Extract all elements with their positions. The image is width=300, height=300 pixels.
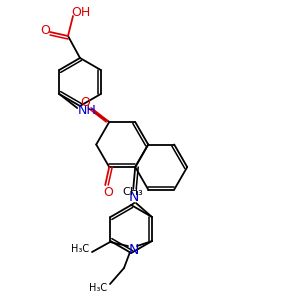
Text: O: O [80, 95, 90, 109]
Text: O: O [40, 25, 50, 38]
Text: OH: OH [71, 5, 91, 19]
Text: NH: NH [78, 104, 97, 118]
Text: H₃C: H₃C [71, 244, 89, 254]
Text: N: N [129, 243, 139, 257]
Text: O: O [103, 185, 113, 199]
Text: CH₃: CH₃ [123, 187, 143, 197]
Text: H₃C: H₃C [89, 283, 107, 293]
Text: N: N [129, 190, 140, 204]
